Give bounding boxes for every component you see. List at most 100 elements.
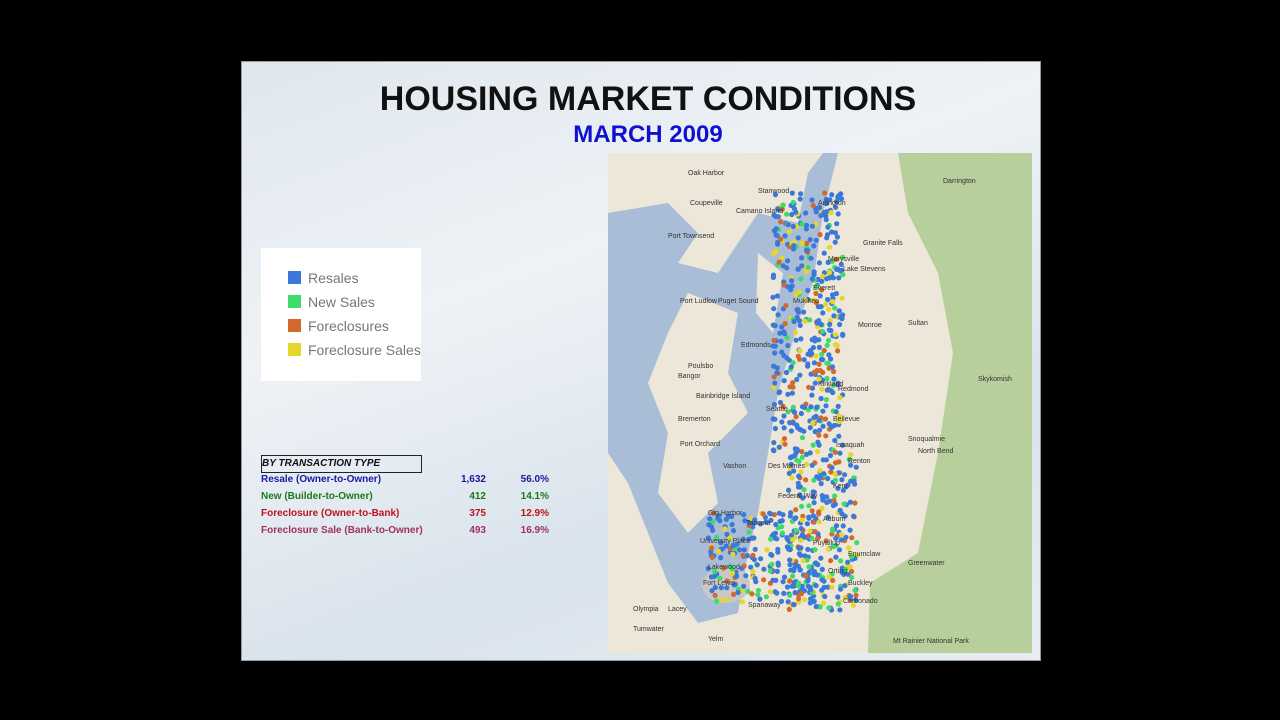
dot bbox=[805, 264, 811, 270]
dot bbox=[791, 318, 797, 325]
dot bbox=[781, 329, 787, 335]
dot bbox=[774, 568, 780, 574]
place-label: Mukilteo bbox=[793, 298, 819, 305]
dot bbox=[771, 374, 777, 380]
dot bbox=[788, 510, 794, 516]
place-label: Sultan bbox=[908, 320, 928, 327]
dot bbox=[773, 226, 779, 232]
dot bbox=[779, 206, 785, 212]
dot bbox=[796, 596, 802, 602]
dot bbox=[724, 585, 730, 591]
dot bbox=[826, 327, 832, 333]
dot bbox=[819, 386, 825, 392]
dot bbox=[826, 352, 832, 358]
dot bbox=[797, 567, 803, 573]
dot bbox=[814, 448, 821, 455]
dot bbox=[801, 404, 808, 410]
dot bbox=[718, 585, 724, 591]
dot bbox=[811, 243, 817, 249]
dot bbox=[799, 591, 805, 597]
dot bbox=[816, 337, 822, 343]
dot bbox=[819, 273, 826, 279]
dot bbox=[834, 199, 840, 205]
dot bbox=[840, 254, 846, 260]
dot bbox=[822, 190, 828, 196]
place-label: Port Ludlow bbox=[680, 298, 718, 305]
dot bbox=[802, 318, 808, 324]
dot bbox=[812, 380, 818, 386]
dot bbox=[787, 455, 794, 461]
dot bbox=[847, 527, 853, 533]
dot bbox=[791, 583, 797, 589]
dot bbox=[808, 404, 814, 410]
slide: HOUSING MARKET CONDITIONS MARCH 2009 Res… bbox=[241, 61, 1041, 661]
dot bbox=[824, 499, 830, 505]
dot bbox=[807, 528, 813, 534]
dot bbox=[798, 469, 804, 475]
dot bbox=[742, 518, 748, 524]
dot bbox=[758, 521, 764, 527]
dot bbox=[820, 310, 826, 316]
dot bbox=[820, 600, 827, 606]
dot bbox=[810, 442, 816, 448]
dot bbox=[849, 568, 855, 575]
dot bbox=[833, 342, 839, 348]
table-row: Foreclosure Sale (Bank-to-Owner) 493 16.9% bbox=[261, 525, 551, 539]
dot bbox=[789, 211, 795, 218]
dot bbox=[833, 535, 839, 541]
dot bbox=[849, 574, 855, 581]
dot bbox=[794, 446, 800, 452]
dot bbox=[816, 417, 822, 423]
dot bbox=[835, 594, 841, 600]
dot bbox=[752, 520, 758, 526]
dot bbox=[813, 290, 819, 296]
dot bbox=[813, 560, 819, 566]
dot bbox=[805, 363, 811, 369]
dot bbox=[772, 323, 778, 329]
dot bbox=[763, 594, 769, 600]
dot bbox=[771, 306, 777, 312]
dot bbox=[779, 530, 785, 536]
dot bbox=[834, 221, 840, 227]
dot bbox=[809, 462, 815, 468]
dot bbox=[810, 494, 816, 500]
dot bbox=[798, 526, 804, 532]
dot bbox=[790, 246, 797, 252]
dot bbox=[821, 250, 827, 256]
place-label: Granite Falls bbox=[863, 240, 903, 247]
place-label: Kent bbox=[833, 483, 847, 490]
dot bbox=[851, 478, 857, 484]
dot bbox=[799, 221, 805, 227]
dot bbox=[824, 494, 830, 500]
place-label: Camano Island bbox=[736, 208, 783, 215]
dot bbox=[823, 457, 829, 463]
dot bbox=[810, 489, 816, 495]
dot bbox=[820, 369, 826, 376]
legend-item: Resales bbox=[288, 270, 359, 286]
dot bbox=[801, 357, 807, 363]
dot bbox=[846, 545, 852, 551]
dot bbox=[755, 587, 762, 593]
dot bbox=[797, 322, 803, 328]
legend-swatch bbox=[288, 319, 301, 332]
dot bbox=[712, 584, 718, 591]
table-row: Resale (Owner-to-Owner) 1,632 56.0% bbox=[261, 474, 551, 488]
dot bbox=[828, 356, 834, 362]
dot bbox=[833, 204, 839, 210]
dot bbox=[771, 401, 777, 408]
dot bbox=[771, 337, 777, 343]
place-label: Marysville bbox=[828, 256, 859, 263]
dot bbox=[839, 316, 845, 322]
cell: Foreclosure (Owner-to-Bank) bbox=[261, 508, 400, 519]
dot bbox=[818, 481, 824, 487]
dot bbox=[811, 477, 817, 483]
dot bbox=[852, 500, 858, 506]
dot bbox=[798, 191, 804, 197]
dot bbox=[781, 574, 788, 580]
dot bbox=[730, 551, 736, 557]
dot bbox=[778, 236, 784, 242]
cell: 16.9% bbox=[520, 525, 549, 536]
dot bbox=[712, 568, 718, 575]
dot bbox=[811, 598, 817, 604]
dot bbox=[767, 589, 773, 595]
